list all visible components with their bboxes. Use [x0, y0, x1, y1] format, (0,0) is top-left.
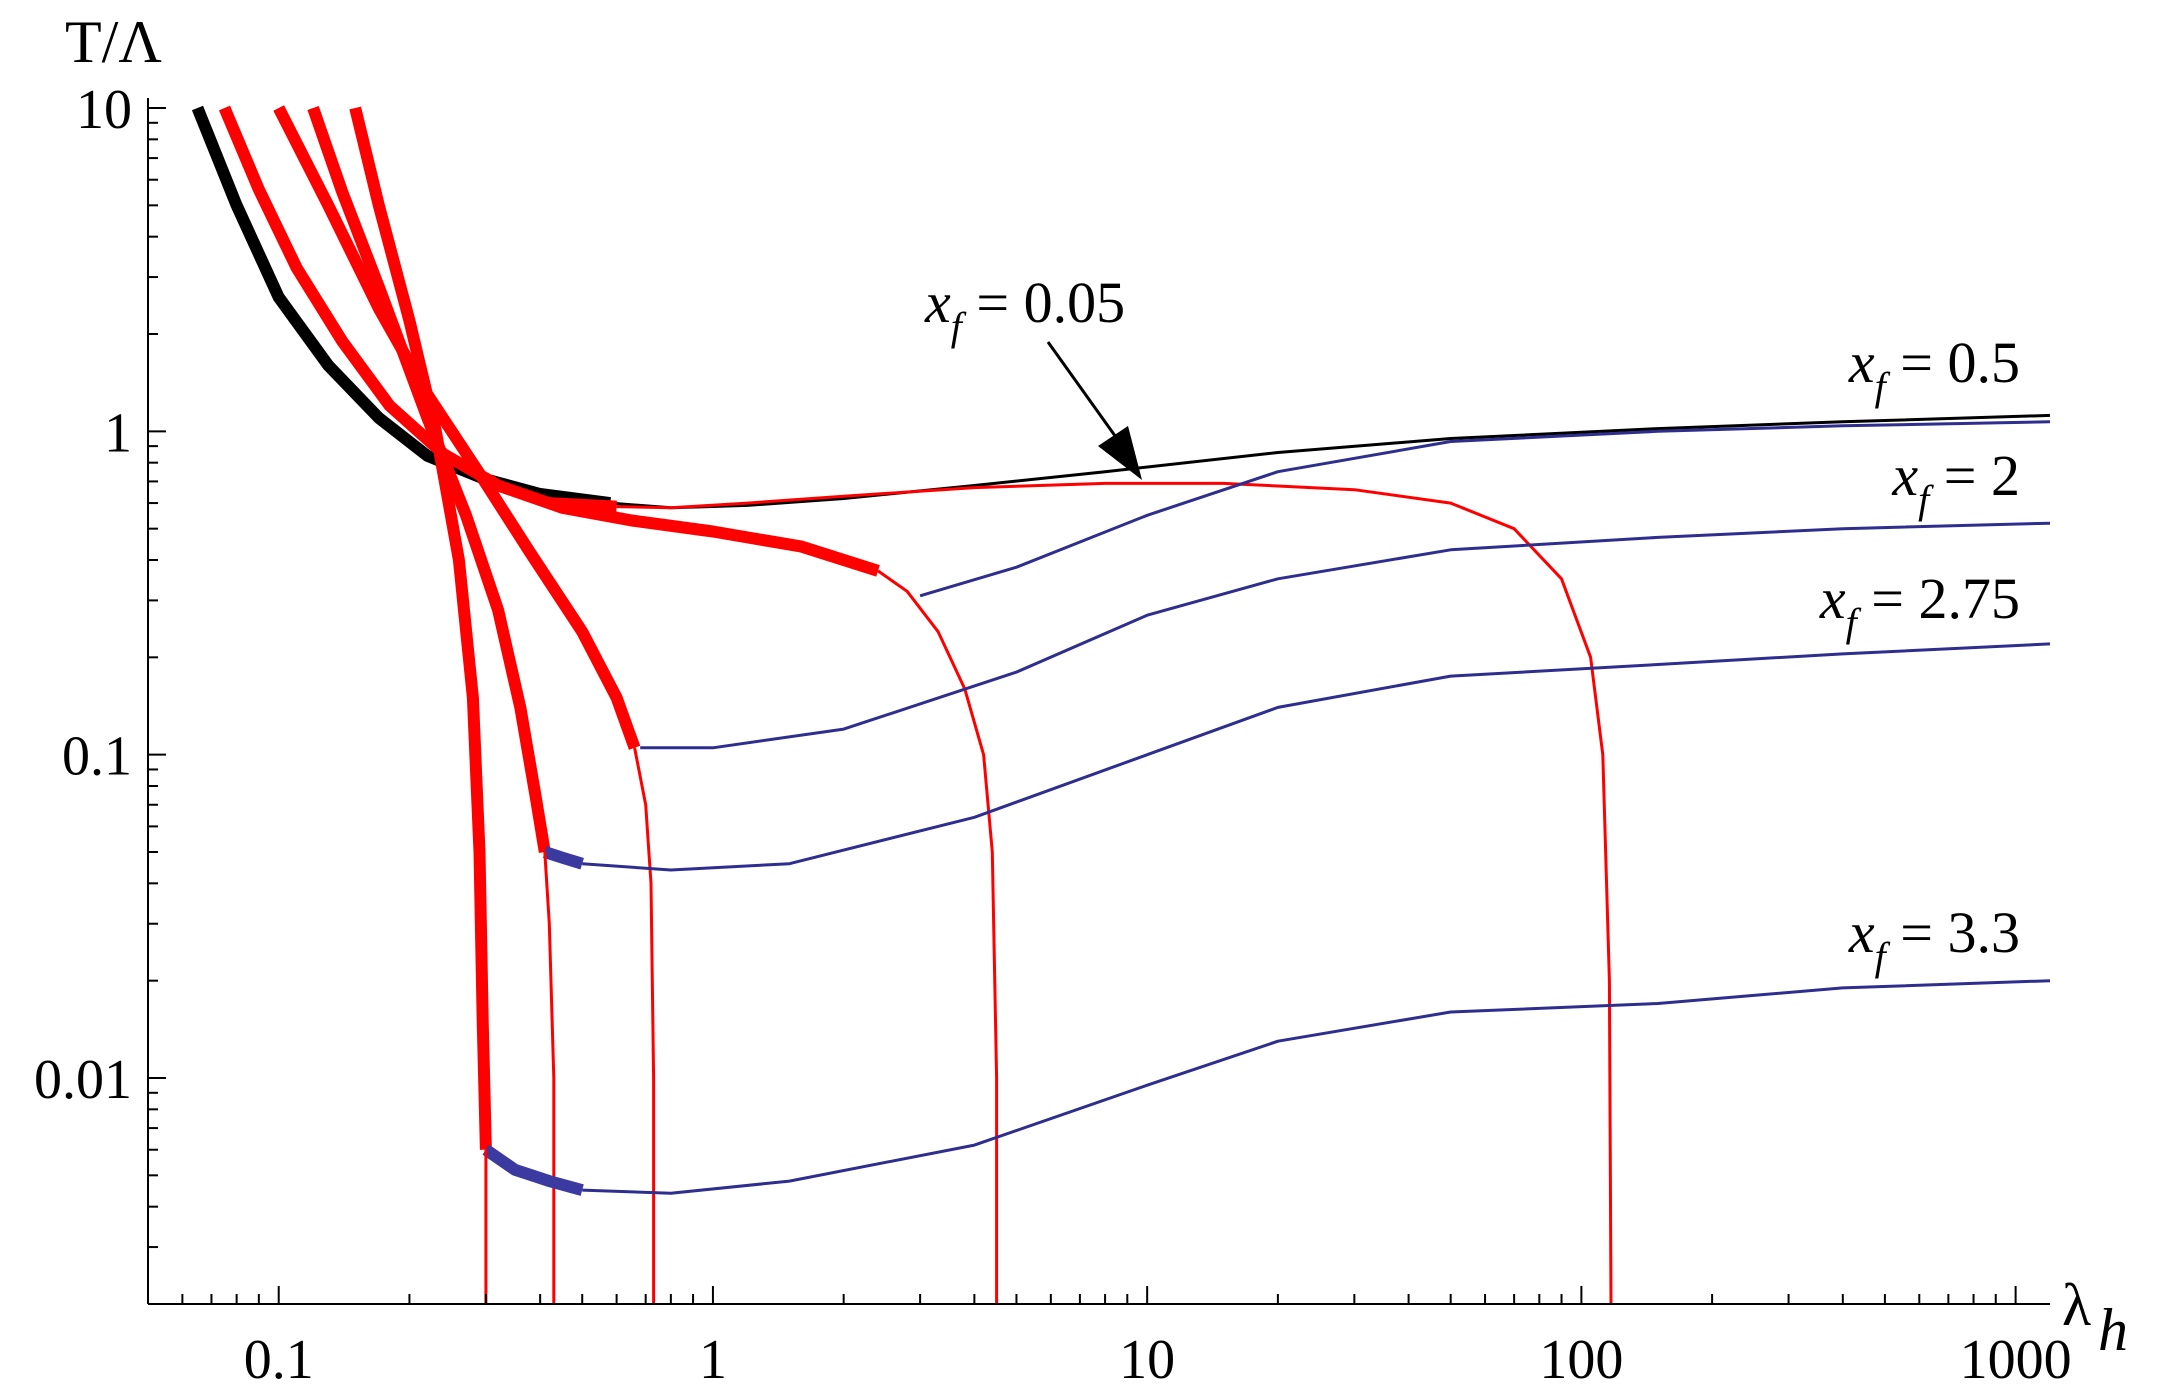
series-line-16 — [482, 1144, 584, 1196]
x-tick-label: 100 — [1539, 1329, 1623, 1391]
series-line-18 — [582, 979, 2051, 1195]
axes-layer: 0.1 1 10 100 1000 10 1 0.1 0.01 T/Λ λ h — [34, 9, 2128, 1391]
series-line-9 — [633, 747, 656, 1304]
series-line-7 — [919, 420, 2051, 598]
x-axis-label: λ — [2062, 1272, 2091, 1338]
y-tick-label: 0.01 — [34, 1049, 132, 1111]
series-line-15 — [349, 106, 492, 1150]
x-tick-label: 1 — [699, 1329, 727, 1391]
y-axis-label: T/Λ — [65, 9, 162, 75]
annotation-label-2: xf = 0.5 — [1848, 330, 2020, 409]
series-line-11 — [307, 106, 551, 853]
series-line-12 — [542, 846, 584, 870]
annotation-label-3: xf = 2 — [1891, 443, 2020, 522]
x-tick-label: 1000 — [1960, 1329, 2072, 1391]
x-tick-label: 0.1 — [244, 1329, 314, 1391]
annot-layer: xf = 0.05 xf = 0.5 xf = 2 xf = 2.75 xf = 3.3 — [924, 270, 2020, 979]
annotation-label-5: xf = 3.3 — [1848, 900, 2020, 979]
annotation-arrow-line — [1046, 341, 1120, 441]
series-line-13 — [543, 851, 556, 1304]
series-line-8 — [273, 105, 641, 750]
x-axis-label-sub: h — [2098, 1297, 2128, 1363]
series-line-2 — [610, 413, 2051, 510]
x-tick-label: 10 — [1119, 1329, 1175, 1391]
annotation-arrow-head — [1098, 426, 1142, 480]
series-line-6 — [877, 569, 999, 1304]
series-line-14 — [582, 642, 2051, 872]
series-line-10 — [640, 521, 2051, 750]
series-layer — [191, 105, 2051, 1305]
annotation-label-1: xf = 0.05 — [924, 270, 1125, 349]
y-tick-label: 0.1 — [62, 726, 132, 788]
series-line-4 — [548, 497, 617, 513]
y-tick-label: 10 — [76, 79, 132, 141]
y-tick-label: 1 — [104, 402, 132, 464]
annotation-label-4: xf = 2.75 — [1819, 566, 2020, 645]
series-line-5 — [616, 481, 1613, 1305]
